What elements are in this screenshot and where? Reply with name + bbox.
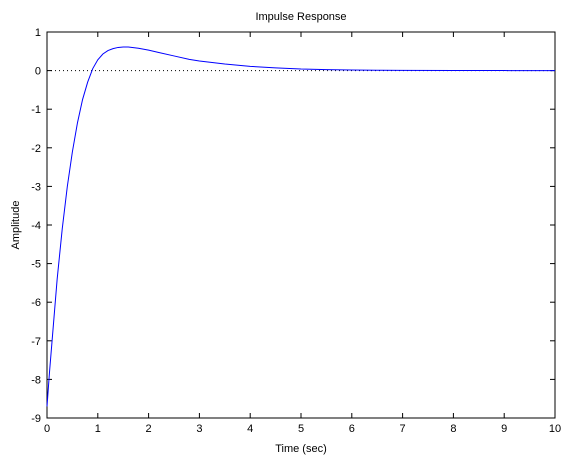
x-tick-label: 0 [44, 423, 50, 435]
y-tick-label: -5 [31, 259, 41, 271]
x-axis-label: Time (sec) [275, 443, 327, 455]
y-tick-label: -9 [31, 413, 41, 425]
x-tick-label: 8 [450, 423, 456, 435]
y-tick-label: -8 [31, 374, 41, 386]
x-tick-label: 10 [549, 423, 561, 435]
y-tick-labels: 1 0 -1 -2 -3 -4 -5 -6 -7 -8 -9 [31, 27, 41, 425]
y-tick-label: 1 [35, 27, 41, 39]
y-tick-label: -3 [31, 181, 41, 193]
y-tick-label: -7 [31, 336, 41, 348]
y-tick-label: -1 [31, 104, 41, 116]
x-tick-label: 3 [196, 423, 202, 435]
y-tick-label: -2 [31, 143, 41, 155]
x-tick-label: 1 [95, 423, 101, 435]
x-tick-label: 9 [501, 423, 507, 435]
x-tick-label: 6 [349, 423, 355, 435]
y-tick-label: -6 [31, 297, 41, 309]
plot-area [47, 32, 555, 418]
x-tick-label: 7 [400, 423, 406, 435]
x-tick-labels: 0 1 2 3 4 5 6 7 8 9 10 [44, 423, 561, 435]
chart-title: Impulse Response [255, 11, 346, 23]
x-tick-label: 2 [146, 423, 152, 435]
x-tick-label: 5 [298, 423, 304, 435]
y-tick-label: 0 [35, 66, 41, 78]
y-axis-label: Amplitude [10, 201, 22, 250]
y-tick-label: -4 [31, 220, 41, 232]
x-tick-label: 4 [247, 423, 253, 435]
